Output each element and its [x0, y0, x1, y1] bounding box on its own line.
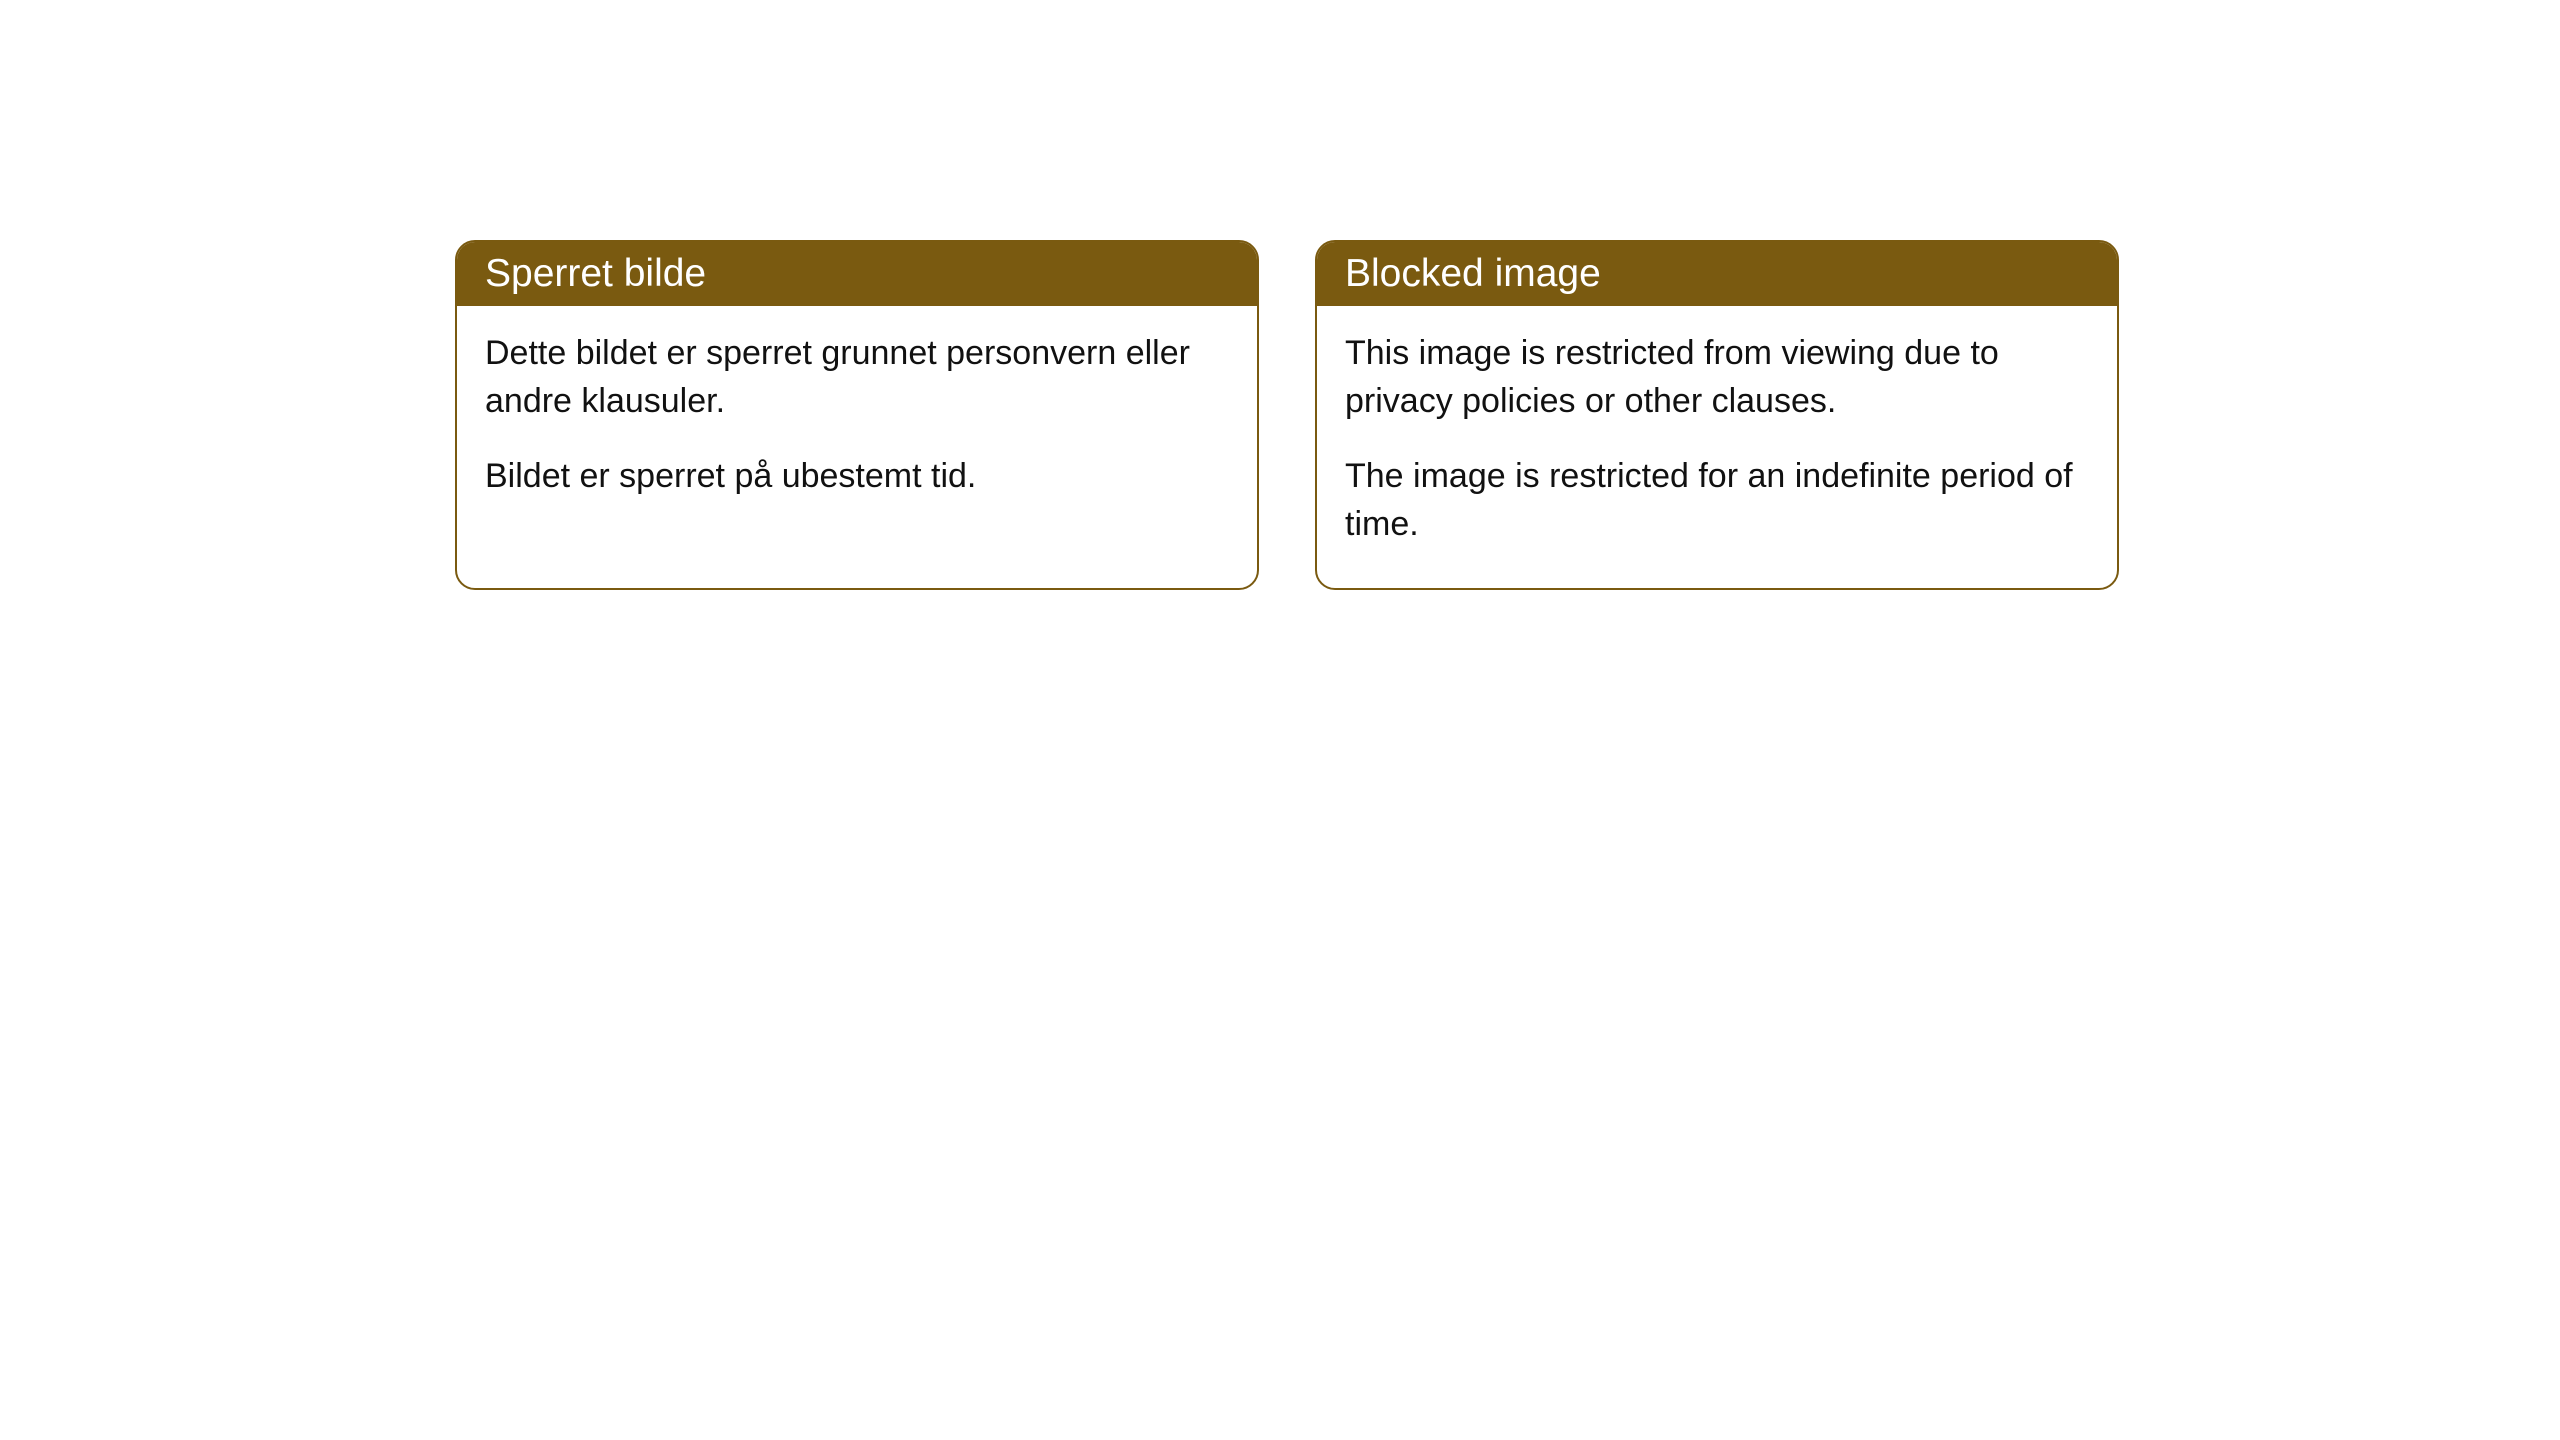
card-header-english: Blocked image [1317, 242, 2117, 306]
card-text-line-1: This image is restricted from viewing du… [1345, 330, 2089, 425]
card-text-line-1: Dette bildet er sperret grunnet personve… [485, 330, 1229, 425]
card-text-line-2: The image is restricted for an indefinit… [1345, 453, 2089, 548]
notice-cards-container: Sperret bilde Dette bildet er sperret gr… [455, 240, 2560, 590]
card-header-norwegian: Sperret bilde [457, 242, 1257, 306]
card-text-line-2: Bildet er sperret på ubestemt tid. [485, 453, 1229, 501]
notice-card-norwegian: Sperret bilde Dette bildet er sperret gr… [455, 240, 1259, 590]
card-body-norwegian: Dette bildet er sperret grunnet personve… [457, 306, 1257, 541]
card-body-english: This image is restricted from viewing du… [1317, 306, 2117, 588]
notice-card-english: Blocked image This image is restricted f… [1315, 240, 2119, 590]
